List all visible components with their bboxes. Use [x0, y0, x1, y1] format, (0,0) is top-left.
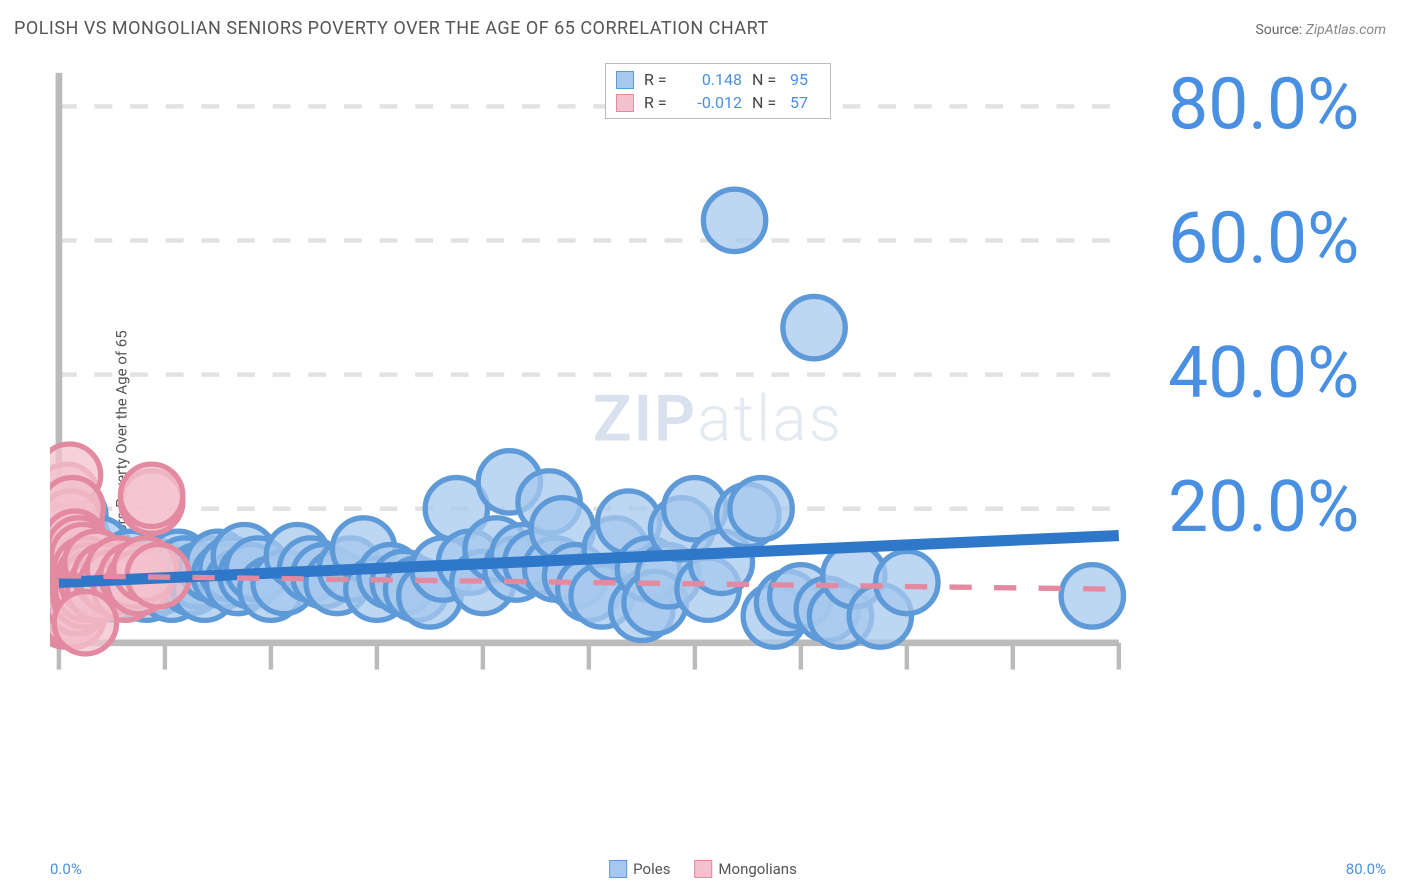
- y-tick-label: 20.0%: [1168, 466, 1359, 549]
- poles-point: [703, 189, 765, 251]
- correlation-legend: R = 0.148 N = 95 R = -0.012 N = 57: [605, 63, 831, 119]
- r-label: R =: [644, 93, 672, 112]
- source-value: ZipAtlas.com: [1306, 22, 1386, 38]
- scatter-plot: 20.0% 40.0% 60.0% 80.0%: [50, 55, 1386, 723]
- source-attribution: Source: ZipAtlas.com: [1255, 22, 1386, 38]
- chart-area: 20.0%40.0%60.0%80.0% ZIPatlas R =0.148N …: [50, 55, 1386, 847]
- page-title: POLISH VS MONGOLIAN SENIORS POVERTY OVER…: [14, 18, 769, 39]
- poles-point: [876, 551, 938, 613]
- x-axis-max-label: 80.0%: [1346, 860, 1386, 878]
- series-legend: Poles Mongolians: [609, 860, 797, 878]
- n-value: 95: [790, 70, 820, 89]
- poles-point: [730, 478, 792, 540]
- poles-point: [783, 296, 845, 358]
- poles-swatch: [616, 71, 634, 89]
- n-label: N =: [752, 70, 780, 89]
- y-tick-label: 80.0%: [1168, 64, 1359, 147]
- legend-item-mongolians: Mongolians: [694, 860, 796, 878]
- legend-label: Poles: [633, 860, 670, 878]
- mongolians-point: [54, 592, 116, 654]
- legend-item-poles: Poles: [609, 860, 670, 878]
- legend-swatch: [694, 860, 712, 878]
- legend-label: Mongolians: [718, 860, 796, 878]
- correlation-row-poles: R = 0.148 N = 95: [616, 68, 820, 91]
- r-label: R =: [644, 70, 672, 89]
- r-value: -0.012: [682, 93, 742, 112]
- mongolians-point: [120, 464, 182, 526]
- r-value: 0.148: [682, 70, 742, 89]
- n-label: N =: [752, 93, 780, 112]
- correlation-row-mongolians: R = -0.012 N = 57: [616, 91, 820, 114]
- y-tick-label: 40.0%: [1168, 332, 1359, 415]
- mongolians-swatch: [616, 94, 634, 112]
- legend-swatch: [609, 860, 627, 878]
- poles-point: [1061, 565, 1123, 627]
- y-tick-label: 60.0%: [1168, 198, 1359, 281]
- x-axis-min-label: 0.0%: [50, 860, 82, 878]
- source-label: Source:: [1255, 22, 1302, 38]
- n-value: 57: [790, 93, 820, 112]
